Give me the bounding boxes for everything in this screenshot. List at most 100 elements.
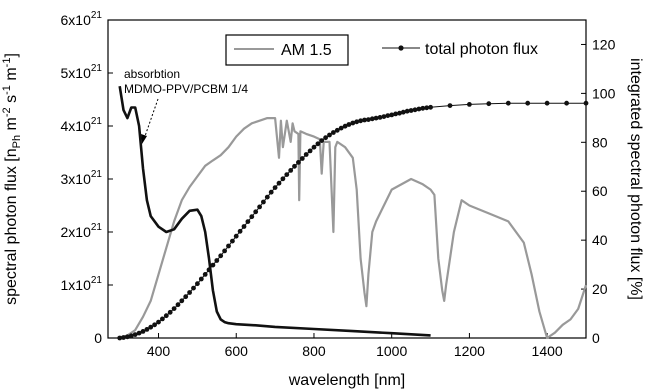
y-right-tick-label: 120	[592, 36, 616, 52]
series-flux-point	[583, 100, 589, 106]
series-flux-point	[525, 100, 531, 106]
series-flux-point	[342, 123, 348, 129]
series-flux-point	[334, 127, 340, 133]
x-tick-label: 600	[225, 343, 249, 359]
series-flux-point	[307, 148, 313, 154]
series-flux-point	[136, 330, 142, 336]
annotation-arrowhead	[141, 134, 147, 144]
series-flux-point	[144, 327, 150, 332]
series-flux-point	[241, 224, 247, 229]
y-left-tick-label: 1x1021	[61, 275, 103, 293]
y-right-tick-label: 80	[592, 134, 608, 150]
series-flux-point	[125, 334, 130, 340]
series-flux-point	[467, 102, 472, 107]
series-flux-point	[424, 105, 430, 111]
series-flux-point	[206, 267, 212, 273]
series-flux-point	[249, 214, 255, 220]
y-left-label-part: m	[3, 67, 20, 85]
series-flux-point	[117, 335, 123, 341]
series-flux-point	[428, 104, 433, 110]
series-flux-point	[327, 132, 332, 138]
series-flux-point	[366, 117, 371, 122]
y-left-label-superscript: -1	[1, 85, 13, 95]
series-flux-point	[303, 152, 309, 157]
series-flux-point	[214, 258, 220, 263]
y-right-tick-label: 60	[592, 183, 608, 199]
series-flux-point	[156, 319, 161, 325]
series-flux-point	[397, 110, 402, 116]
y-right-tick-label: 100	[592, 85, 616, 101]
legend-flux: total photon flux	[382, 41, 538, 58]
series-flux-point	[152, 322, 158, 328]
legend-marker-flux	[398, 45, 404, 51]
y-axis-left-label: spectral photon flux [nPh m-2 s-1 m-1]	[1, 53, 23, 305]
annotation-line1: absorbtion	[124, 67, 180, 81]
x-tick-label: 1200	[454, 343, 485, 359]
y-left-label-superscript: -2	[1, 107, 13, 117]
series-flux-point	[369, 116, 375, 122]
y-right-tick-label: 0	[592, 330, 600, 346]
series-flux-point	[354, 119, 360, 125]
y-axis-right-label: integrated spectral photon flux [%]	[627, 58, 644, 300]
series-flux-point	[280, 176, 286, 182]
series-flux-point	[175, 302, 181, 308]
series-flux-point	[381, 114, 387, 119]
series-flux-point	[564, 100, 569, 106]
series-flux-point	[163, 313, 169, 319]
y-left-label-subscript: Ph	[11, 135, 23, 148]
annotation-arrow	[143, 98, 159, 140]
series-flux-point	[346, 122, 352, 127]
series-flux-point	[292, 163, 297, 169]
y-left-tick-label: 2x1021	[61, 222, 103, 240]
left-axis-ticks: 0 1x1021 2x1021 3x1021 4x1021 5x1021 6x1021	[61, 10, 113, 346]
series-flux-point	[171, 306, 177, 311]
series-flux-point	[362, 117, 367, 123]
series-flux-point	[393, 111, 398, 117]
series-flux-point	[132, 332, 138, 337]
series-flux-point	[222, 248, 228, 254]
series-flux-point	[315, 141, 321, 147]
y-left-tick-label: 3x1021	[61, 169, 103, 187]
series-flux-point	[272, 185, 278, 191]
series-flux-point	[230, 238, 235, 244]
y-left-label-part: m	[3, 117, 20, 135]
series-flux-point	[505, 100, 511, 106]
x-tick-label: 400	[147, 343, 171, 359]
y-left-tick-label: 0	[94, 330, 102, 346]
series-flux-point	[311, 144, 317, 150]
series-flux-point	[377, 115, 383, 120]
series-flux-point	[350, 120, 356, 126]
series-flux-point	[299, 156, 305, 161]
series-flux-point	[233, 233, 239, 239]
series-flux-point	[257, 204, 262, 210]
x-tick-label: 800	[302, 343, 326, 359]
y-left-tick-label: 5x1021	[61, 63, 103, 81]
series-flux-point	[226, 243, 231, 249]
series-flux-point	[183, 294, 189, 300]
series-flux-point	[245, 219, 251, 225]
series-flux-point	[400, 109, 406, 115]
series-flux-point	[128, 333, 134, 339]
y-left-label-part: spectral photon flux [n	[3, 148, 20, 305]
legend-label-flux: total photon flux	[425, 41, 538, 58]
y-left-tick-label: 6x1021	[61, 10, 103, 28]
series-flux-point	[198, 276, 204, 282]
series-layer	[117, 85, 589, 341]
series-flux-point	[237, 228, 243, 234]
y-left-label-part: ]	[3, 53, 20, 57]
series-flux-point	[412, 107, 418, 113]
series-flux-point	[268, 189, 274, 195]
annotation-line2: MDMO-PPV/PCBM 1/4	[124, 82, 248, 96]
series-flux-point	[191, 285, 196, 291]
series-flux-point	[288, 168, 294, 173]
series-flux-point	[420, 105, 426, 111]
series-flux-point	[486, 101, 492, 107]
right-axis-ticks: 0 20 40 60 80 100 120	[581, 36, 616, 346]
series-flux-point	[160, 316, 165, 322]
series-flux-point	[253, 209, 259, 215]
series-am15-line	[119, 116, 588, 340]
series-flux-point	[323, 135, 328, 141]
series-flux-point	[338, 125, 344, 131]
series-flux-point	[167, 309, 173, 315]
